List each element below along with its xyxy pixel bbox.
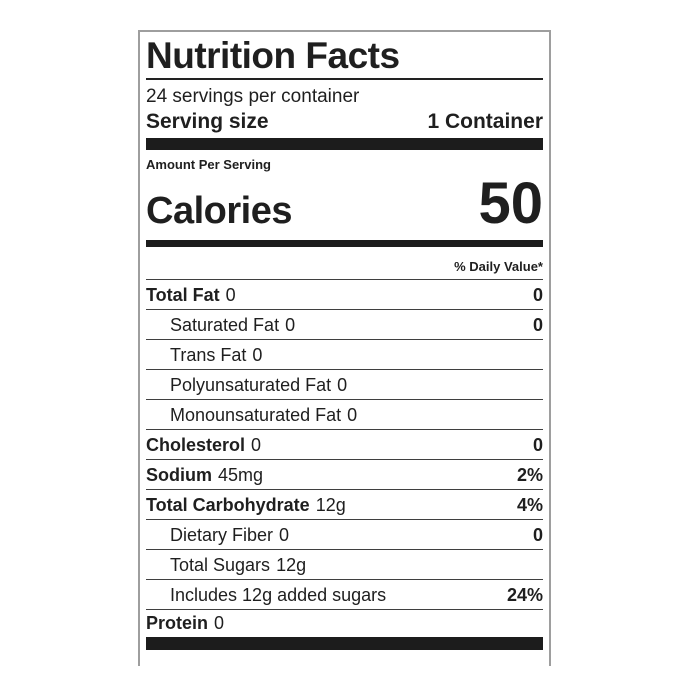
nutrient-name: Protein xyxy=(146,612,209,633)
nutrient-name: Includes 12g added sugars xyxy=(170,584,387,605)
nutrient-row: Protein 0 xyxy=(146,610,543,635)
nutrient-row: Dietary Fiber 0 0 xyxy=(146,520,543,550)
nutrient-daily-value: 2% xyxy=(516,464,543,485)
nutrient-name: Dietary Fiber xyxy=(170,524,274,545)
nutrient-daily-value: 0 xyxy=(532,284,543,305)
nutrient-left: Trans Fat 0 xyxy=(170,345,262,366)
nutrient-name: Total Sugars xyxy=(170,554,271,575)
nutrient-name: Total Fat xyxy=(146,284,220,305)
nutrient-name: Cholesterol xyxy=(146,434,246,455)
nutrient-left: Total Sugars 12g xyxy=(170,555,306,576)
nutrient-name: Sodium xyxy=(146,464,212,485)
nutrient-daily-value: 0 xyxy=(532,314,543,335)
calories-row: Calories 50 xyxy=(146,174,543,234)
nutrient-row: Cholesterol 0 0 xyxy=(146,430,543,460)
nutrient-left: Dietary Fiber 0 xyxy=(170,525,289,546)
nutrient-amount: 0 xyxy=(225,284,236,305)
nutrient-name: Trans Fat xyxy=(170,344,247,365)
nutrient-amount: 0 xyxy=(279,524,290,545)
nutrient-left: Protein 0 xyxy=(146,613,224,634)
nutrient-daily-value: 0 xyxy=(532,524,543,545)
nutrient-name: Saturated Fat xyxy=(170,314,280,335)
calories-label: Calories xyxy=(146,190,292,232)
nutrient-row: Monounsaturated Fat 0 xyxy=(146,400,543,430)
nutrient-daily-value: 4% xyxy=(516,494,543,515)
amount-per-serving-label: Amount Per Serving xyxy=(146,157,271,172)
nutrient-left: Sodium 45mg xyxy=(146,465,263,486)
nutrient-name: Monounsaturated Fat xyxy=(170,404,342,425)
nutrient-amount: 0 xyxy=(337,374,348,395)
nutrient-row: Saturated Fat 0 0 xyxy=(146,310,543,340)
nutrient-rows: Total Fat 0 0 Saturated Fat 0 0 Trans Fat 0… xyxy=(146,280,543,635)
nutrient-amount: 0 xyxy=(251,434,262,455)
servings-per-container: 24 servings per container xyxy=(146,86,360,107)
nutrient-daily-value: 24% xyxy=(506,584,543,605)
nutrient-left: Includes 12g added sugars xyxy=(170,585,386,606)
calories-value: 50 xyxy=(478,171,543,236)
label-title: Nutrition Facts xyxy=(146,35,400,76)
daily-value-header: % Daily Value* xyxy=(146,247,543,280)
nutrition-facts-label: Nutrition Facts 24 servings per containe… xyxy=(138,30,551,666)
nutrient-amount: 12g xyxy=(276,554,307,575)
nutrient-left: Polyunsaturated Fat 0 xyxy=(170,375,347,396)
serving-size-row: Serving size 1 Container xyxy=(146,109,543,134)
nutrient-amount: 0 xyxy=(214,612,225,633)
nutrient-row: Polyunsaturated Fat 0 xyxy=(146,370,543,400)
nutrient-row: Includes 12g added sugars 24% xyxy=(146,580,543,610)
nutrient-amount: 0 xyxy=(285,314,296,335)
bottom-bar xyxy=(146,637,543,650)
nutrient-amount: 12g xyxy=(315,494,346,515)
nutrient-row: Sodium 45mg 2% xyxy=(146,460,543,490)
thick-separator-bar xyxy=(146,138,543,150)
nutrient-name: Polyunsaturated Fat xyxy=(170,374,332,395)
nutrient-left: Total Fat 0 xyxy=(146,285,236,306)
medium-separator-bar xyxy=(146,240,543,247)
title-divider xyxy=(146,78,543,80)
nutrient-left: Total Carbohydrate 12g xyxy=(146,495,346,516)
nutrient-row: Trans Fat 0 xyxy=(146,340,543,370)
serving-size-label: Serving size xyxy=(146,110,269,133)
serving-size-value: 1 Container xyxy=(427,110,543,133)
nutrient-row: Total Fat 0 0 xyxy=(146,280,543,310)
nutrient-left: Monounsaturated Fat 0 xyxy=(170,405,357,426)
nutrient-amount: 0 xyxy=(252,344,263,365)
nutrient-left: Cholesterol 0 xyxy=(146,435,261,456)
nutrient-row: Total Carbohydrate 12g 4% xyxy=(146,490,543,520)
nutrient-name: Total Carbohydrate xyxy=(146,494,310,515)
nutrient-amount: 45mg xyxy=(218,464,264,485)
nutrient-daily-value: 0 xyxy=(532,434,543,455)
nutrient-row: Total Sugars 12g xyxy=(146,550,543,580)
nutrient-amount: 0 xyxy=(347,404,358,425)
nutrient-left: Saturated Fat 0 xyxy=(170,315,295,336)
